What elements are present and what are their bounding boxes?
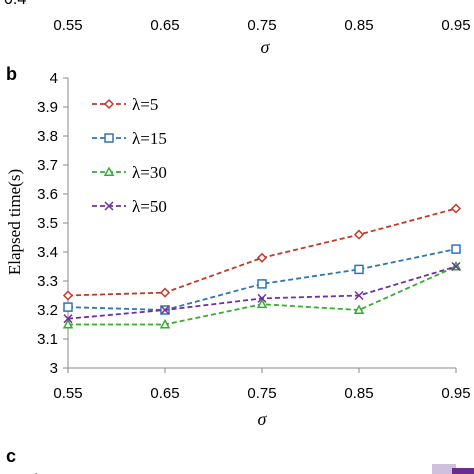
panel-label: b (6, 64, 17, 84)
data-point (62, 318, 74, 329)
data-point (451, 244, 461, 254)
x-axis: 0.55 0.65 0.75 0.85 0.95 (53, 367, 471, 402)
bottom-panel-bar-dark (452, 468, 474, 474)
legend-marker (104, 201, 114, 211)
data-point (160, 305, 170, 315)
top-panel-y-tick-partial: 0.4 (4, 0, 26, 8)
y-tick-label: 4 (50, 70, 58, 87)
top-panel: 0.4 0.55 0.65 0.75 0.85 0.95 σ (4, 0, 471, 57)
legend-label: λ=15 (132, 129, 167, 148)
top-panel-x-tick-label: 0.75 (247, 17, 276, 34)
series-line (68, 265, 457, 326)
data-point (63, 314, 73, 324)
data-point (353, 304, 365, 314)
series-4 (63, 261, 461, 324)
top-panel-x-axis-label: σ (261, 37, 271, 57)
bottom-panel-label: c (6, 446, 16, 466)
y-tick-label: 3.4 (37, 244, 58, 261)
data-point (450, 203, 462, 214)
data-point (257, 293, 267, 303)
legend: λ=5 λ=15 λ=30 λ=50 (92, 95, 167, 216)
data-point (62, 290, 74, 301)
series-layer (62, 203, 462, 329)
series-line (67, 265, 457, 320)
x-tick-label: 0.55 (53, 385, 82, 402)
legend-item: λ=50 (92, 197, 167, 216)
data-point (256, 252, 268, 263)
legend-item: λ=15 (92, 129, 167, 148)
top-panel-x-tick-label: 0.55 (53, 17, 82, 34)
legend-marker (103, 98, 115, 110)
data-point (257, 279, 267, 289)
y-tick-label: 3.7 (37, 157, 58, 174)
y-tick-label: 3.3 (37, 273, 58, 290)
data-point (451, 261, 461, 272)
chart-panel-b: b 3 3.1 3.2 3.3 3.4 3.5 3.6 3.7 3.8 3.9 4 0.55 0.65… (5, 64, 471, 429)
legend-marker (103, 166, 115, 176)
y-tick-label: 3.2 (37, 302, 58, 319)
top-panel-x-tick-labels: 0.55 0.65 0.75 0.85 0.95 (53, 17, 470, 34)
legend-label: λ=50 (132, 197, 167, 216)
data-point (354, 290, 364, 301)
data-point (159, 318, 171, 329)
top-panel-x-tick-label: 0.95 (441, 17, 470, 34)
y-tick-label: 3 (50, 360, 58, 377)
y-tick-label: 3.5 (37, 215, 58, 232)
legend-label: λ=5 (132, 95, 158, 114)
y-tick-label: 3.1 (37, 331, 58, 348)
data-point (353, 229, 365, 240)
x-axis-label: σ (258, 409, 268, 429)
data-point (256, 298, 268, 309)
y-tick-label: 3.8 (37, 128, 58, 145)
legend-label: λ=30 (132, 163, 167, 182)
y-tick-label: 3.9 (37, 99, 58, 116)
series-1 (62, 203, 462, 301)
data-point (159, 287, 171, 298)
bottom-panel: c 1 (6, 446, 474, 474)
x-tick-label: 0.85 (344, 385, 373, 402)
top-panel-x-tick-label: 0.65 (150, 17, 179, 34)
x-tick-label: 0.75 (247, 385, 276, 402)
y-tick-label: 3.6 (37, 186, 58, 203)
data-point (354, 264, 364, 275)
x-tick-label: 0.95 (441, 385, 470, 402)
y-axis: 3 3.1 3.2 3.3 3.4 3.5 3.6 3.7 3.8 3.9 4 (37, 70, 69, 377)
bottom-panel-bar-light (432, 464, 456, 474)
legend-marker (104, 133, 114, 143)
series-3 (62, 260, 462, 329)
series-line (67, 248, 457, 311)
top-panel-x-tick-label: 0.85 (344, 17, 373, 34)
y-axis-label: Elapsed time(s) (5, 169, 24, 275)
bottom-panel-y-tick-1: 1 (32, 470, 40, 474)
data-point (63, 302, 73, 312)
x-tick-label: 0.65 (150, 385, 179, 402)
legend-item: λ=5 (92, 95, 158, 114)
legend-item: λ=30 (92, 163, 167, 182)
